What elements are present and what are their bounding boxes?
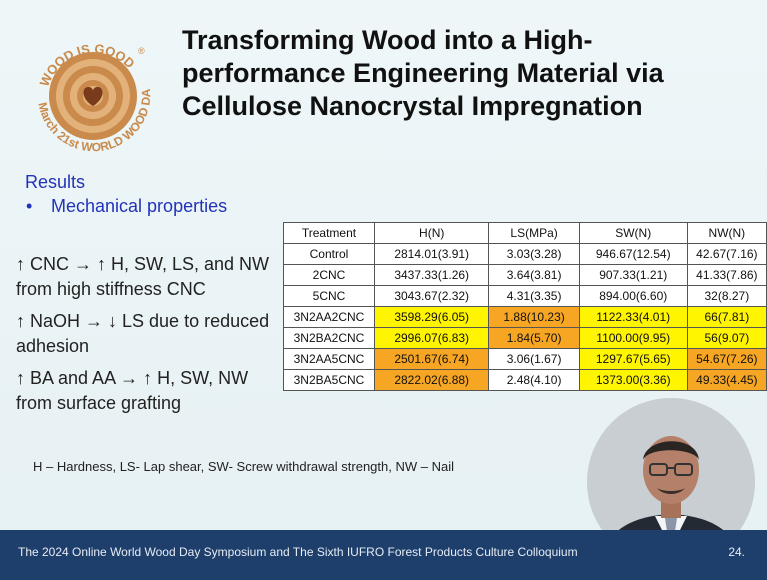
table-cell: 3N2BA2CNC [283, 327, 375, 349]
table-cell: 5CNC [283, 285, 375, 307]
bullet-item: ↑ CNC → ↑ H, SW, LS, and NW from high st… [16, 254, 270, 299]
col-header: SW(N) [578, 222, 688, 244]
table-cell: 1297.67(5.65) [578, 348, 688, 370]
mechanical-properties-table: Treatment H(N) LS(MPa) SW(N) NW(N) Contr… [283, 222, 767, 391]
table-cell: 1373.00(3.36) [578, 369, 688, 391]
table-cell: 32(8.27) [686, 285, 767, 307]
world-wood-day-logo: WOOD IS GOOD ® March 21st WORLD WOOD DAY [14, 7, 168, 168]
subsection-item: • Mechanical properties [26, 196, 227, 217]
col-header: LS(MPa) [488, 222, 580, 244]
bullet-item: ↑ BA and AA → ↑ H, SW, NW from surface g… [16, 368, 249, 413]
footer-bar: The 2024 Online World Wood Day Symposium… [0, 530, 767, 580]
table-row: 3N2BA5CNC 2822.02(6.88) 2.48(4.10) 1373.… [283, 369, 767, 391]
footer-end-text: 24. [728, 545, 745, 559]
table-cell: 2.48(4.10) [488, 369, 580, 391]
table-cell: 41.33(7.86) [686, 264, 767, 286]
table-cell: 3.64(3.81) [488, 264, 580, 286]
table-cell: 946.67(12.54) [578, 243, 688, 265]
table-cell: 2501.67(6.74) [373, 348, 490, 370]
table-cell: 3598.29(6.05) [373, 306, 490, 328]
table-cell: 54.67(7.26) [686, 348, 767, 370]
table-cell: 56(9.07) [686, 327, 767, 349]
bullet-list: ↑ CNC → ↑ H, SW, LS, and NW from high st… [16, 252, 286, 423]
table-cell: 2814.01(3.91) [373, 243, 490, 265]
table-cell: 2822.02(6.88) [373, 369, 490, 391]
table-cell: 3.06(1.67) [488, 348, 580, 370]
table-cell: 3N2AA5CNC [283, 348, 375, 370]
subsection-label: Mechanical properties [51, 196, 228, 216]
table-cell: 49.33(4.45) [686, 369, 767, 391]
table-cell: 1100.00(9.95) [578, 327, 688, 349]
table-cell: 3N2BA5CNC [283, 369, 375, 391]
col-header: H(N) [373, 222, 490, 244]
col-header: Treatment [283, 222, 375, 244]
table-cell: 1.88(10.23) [488, 306, 580, 328]
table-cell: 894.00(6.60) [578, 285, 688, 307]
table-cell: 1122.33(4.01) [578, 306, 688, 328]
table-cell: 907.33(1.21) [578, 264, 688, 286]
table-cell: 66(7.81) [686, 306, 767, 328]
table-header-row: Treatment H(N) LS(MPa) SW(N) NW(N) [283, 222, 767, 244]
bullet-item: ↑ NaOH → ↓ LS due to reduced adhesion [16, 311, 270, 356]
table-cell: 2CNC [283, 264, 375, 286]
table-row: 2CNC 3437.33(1.26) 3.64(3.81) 907.33(1.2… [283, 264, 767, 286]
abbreviation-legend: H – Hardness, LS- Lap shear, SW- Screw w… [33, 459, 454, 474]
table-cell: 3437.33(1.26) [373, 264, 490, 286]
table-cell: 3.03(3.28) [488, 243, 580, 265]
table-row: 3N2AA2CNC 3598.29(6.05) 1.88(10.23) 1122… [283, 306, 767, 328]
table-row: Control 2814.01(3.91) 3.03(3.28) 946.67(… [283, 243, 767, 265]
col-header: NW(N) [686, 222, 767, 244]
table-cell: 3043.67(2.32) [373, 285, 490, 307]
slide-title: Transforming Wood into a High-performanc… [182, 25, 664, 121]
table-row: 5CNC 3043.67(2.32) 4.31(3.35) 894.00(6.6… [283, 285, 767, 307]
svg-text:®: ® [138, 46, 145, 56]
table-row: 3N2AA5CNC 2501.67(6.74) 3.06(1.67) 1297.… [283, 348, 767, 370]
bullet-dot-icon: • [26, 196, 33, 216]
table-cell: 1.84(5.70) [488, 327, 580, 349]
table-cell: Control [283, 243, 375, 265]
table-cell: 3N2AA2CNC [283, 306, 375, 328]
table-cell: 2996.07(6.83) [373, 327, 490, 349]
table-row: 3N2BA2CNC 2996.07(6.83) 1.84(5.70) 1100.… [283, 327, 767, 349]
table-cell: 4.31(3.35) [488, 285, 580, 307]
table-cell: 42.67(7.16) [686, 243, 767, 265]
footer-text: The 2024 Online World Wood Day Symposium… [18, 545, 578, 559]
section-heading: Results [25, 172, 86, 192]
